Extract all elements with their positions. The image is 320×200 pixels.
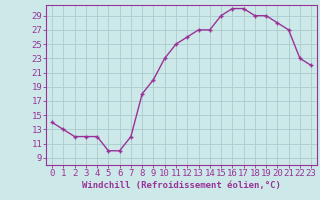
X-axis label: Windchill (Refroidissement éolien,°C): Windchill (Refroidissement éolien,°C) <box>82 181 281 190</box>
